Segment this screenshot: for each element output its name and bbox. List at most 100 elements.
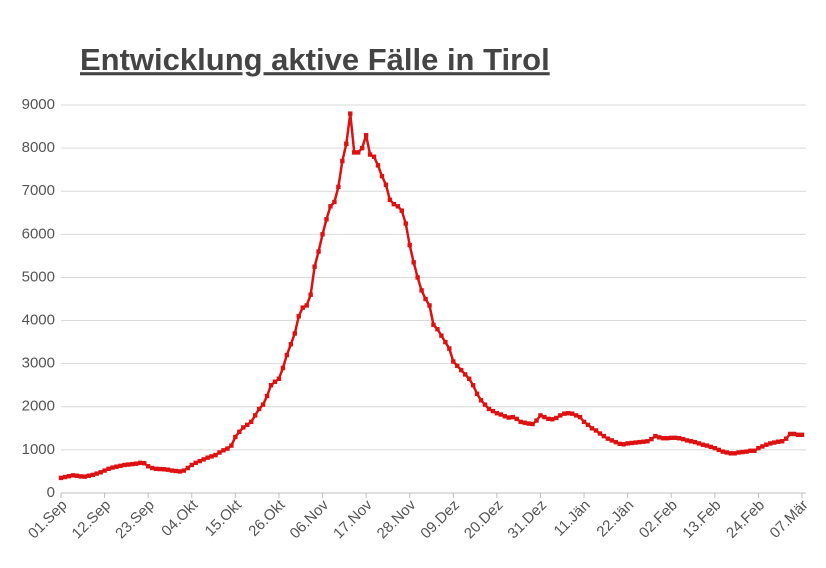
point-marker [122,462,127,468]
point-marker [169,468,175,473]
point-marker [355,150,361,155]
x-tick-label: 20.Dez [461,497,507,543]
point-marker [518,419,523,425]
point-marker [78,474,84,479]
point-marker [312,264,317,269]
point-marker [237,429,242,434]
point-marker [783,436,789,441]
y-tick-label: 3000 [22,355,55,372]
point-marker [58,475,64,481]
point-marker [288,342,294,347]
point-marker [74,473,80,478]
point-marker [411,260,416,265]
point-marker [332,199,337,205]
point-marker [542,414,547,420]
point-marker [494,411,500,416]
point-marker [490,408,496,414]
point-marker [526,421,531,426]
point-marker [593,428,599,433]
point-marker [617,441,622,447]
point-marker [149,465,155,471]
point-marker [530,421,535,427]
point-marker [62,474,68,480]
point-marker [344,141,349,146]
point-marker [514,416,519,422]
point-marker [177,469,183,474]
point-marker [387,197,393,203]
point-marker [66,473,72,479]
point-marker [577,414,583,420]
point-marker [538,413,543,418]
point-marker [732,451,737,456]
point-marker [435,326,440,332]
point-marker [676,436,682,441]
point-marker [272,379,278,384]
point-marker [562,411,567,416]
point-marker [110,465,115,470]
point-marker [470,383,476,388]
point-marker [249,419,254,425]
point-marker [478,398,484,403]
point-marker [522,420,527,425]
point-marker [260,402,266,407]
point-marker [459,367,464,373]
point-marker [252,413,258,418]
point-marker [585,422,591,428]
point-marker [142,461,147,466]
point-marker [443,339,448,345]
point-marker [779,439,785,444]
point-marker [106,466,111,472]
point-marker [728,451,733,456]
point-marker [601,433,607,439]
point-marker [629,440,634,446]
point-marker [383,182,389,187]
point-marker [787,431,793,437]
point-marker [201,457,206,462]
point-marker [348,111,353,116]
point-marker [114,464,119,469]
point-marker [367,152,373,157]
point-marker [534,418,539,423]
point-marker [669,435,674,441]
point-marker [94,471,99,476]
point-marker [340,158,345,164]
point-marker [276,376,282,381]
x-tick-label: 17.Nov [330,496,376,542]
point-marker [486,406,492,412]
x-tick-label: 07.Mär [767,497,812,542]
point-marker [375,163,381,168]
x-tick-label: 06.Nov [287,496,333,542]
point-marker [70,473,76,478]
point-marker [498,412,504,417]
point-marker [256,406,262,412]
point-marker [720,449,725,454]
point-marker [363,132,369,138]
point-marker [153,466,159,472]
point-marker [672,435,678,441]
point-marker [649,436,654,442]
x-tick-label: 13.Feb [679,497,724,542]
point-marker [482,402,488,407]
point-marker [684,438,690,443]
x-tick-label: 01.Sep [25,497,71,543]
point-marker [589,426,595,431]
point-marker [221,448,226,453]
x-tick-label: 02.Feb [636,497,681,542]
point-marker [764,442,769,447]
point-marker [633,440,638,445]
point-marker [209,454,214,459]
point-marker [653,433,658,439]
point-marker [621,442,626,447]
point-marker [455,363,460,369]
x-tick-label: 23.Sep [112,497,158,543]
y-tick-label: 8000 [22,139,55,156]
point-marker [399,208,404,213]
x-tick-label: 09.Dez [417,497,463,543]
point-marker [791,431,797,437]
point-marker [558,413,563,418]
point-marker [300,305,305,310]
point-marker [118,463,123,469]
point-marker [165,467,171,472]
